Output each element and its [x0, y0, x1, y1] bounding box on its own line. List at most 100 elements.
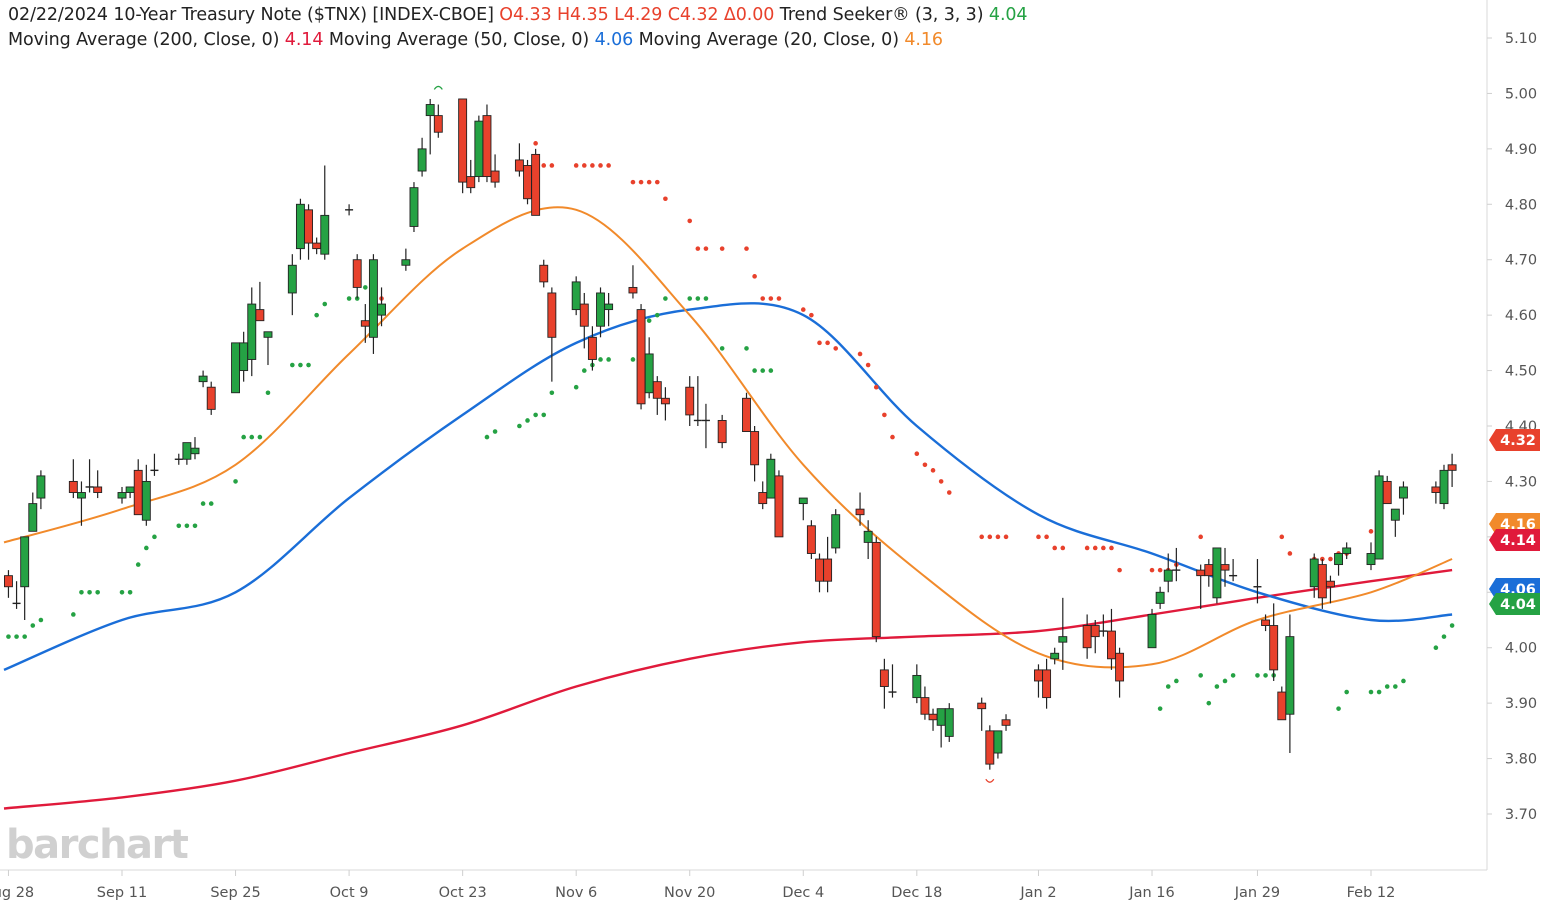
- candle-body-down: [93, 486, 103, 493]
- trend-seeker-dot-up: [695, 296, 701, 301]
- candle: [1285, 614, 1295, 754]
- candle: [12, 581, 21, 609]
- candle: [1325, 575, 1335, 604]
- trend-seeker-dot-down: [719, 246, 725, 251]
- trend-seeker-dot-down: [809, 312, 814, 318]
- trend-seeker-dot-up: [760, 368, 766, 373]
- trend-seeker-dot-up: [71, 612, 76, 617]
- trend-seeker-dot-up: [1206, 700, 1212, 706]
- candle: [425, 98, 435, 155]
- candle-body-up: [425, 104, 435, 117]
- trend-seeker-dot-down: [1328, 556, 1333, 562]
- candle-body-down: [717, 420, 727, 444]
- trend-seeker-dot-up: [1449, 623, 1455, 628]
- candle: [312, 237, 322, 255]
- trend-seeker-dot-down: [914, 451, 920, 457]
- trend-seeker-dot-up: [233, 479, 238, 484]
- candle: [76, 481, 86, 526]
- candle-body-up: [198, 375, 208, 383]
- trend-seeker-dot-down: [946, 490, 952, 495]
- candle: [1382, 475, 1392, 505]
- y-tick-label: 4.80: [1505, 197, 1537, 213]
- candle: [717, 414, 727, 449]
- trend-seeker-dot-up: [1255, 673, 1260, 678]
- x-tick-label: Sep 11: [97, 885, 147, 901]
- candle-body-up: [239, 342, 249, 372]
- trend-seeker-dot-up: [6, 634, 11, 639]
- header-segment: 4.06: [594, 30, 634, 50]
- trend-seeker-dot-up: [135, 562, 141, 567]
- candle: [944, 703, 954, 742]
- candles: [4, 85, 1457, 783]
- moving-averages: [3, 206, 1453, 810]
- price-label-badge: [1489, 529, 1540, 551]
- y-tick-label: 3.70: [1505, 807, 1537, 823]
- trend-seeker-dot-up: [152, 534, 157, 540]
- trend-seeker-dot-up: [1230, 673, 1236, 678]
- y-tick-label: 4.30: [1505, 474, 1537, 490]
- candle-body-down: [490, 170, 500, 183]
- candle: [1001, 714, 1011, 731]
- trend-seeker-dot-down: [687, 218, 693, 224]
- trend-seeker-dot-down: [573, 163, 579, 168]
- trend-seeker-dot-up: [630, 357, 636, 362]
- trend-seeker-dot-down: [776, 296, 782, 301]
- candle: [1082, 614, 1092, 659]
- candle: [652, 376, 662, 415]
- trend-seeker-dot-up: [1263, 673, 1268, 678]
- trend-seeker-dot-down: [638, 179, 644, 185]
- candle-body-down: [660, 397, 670, 405]
- trend-seeker-dot-up: [744, 346, 749, 351]
- candle: [587, 326, 597, 371]
- candle-body-down: [1431, 486, 1441, 493]
- candle-body-up: [295, 203, 305, 250]
- trend-seeker-dot-up: [144, 545, 149, 551]
- trend-seeker-dot-up: [184, 523, 190, 529]
- header-segment: 4.14: [284, 30, 324, 50]
- candle-body-down: [1220, 564, 1230, 571]
- trend-seeker-dot-up: [687, 296, 693, 301]
- candle: [831, 509, 841, 554]
- candle-body-up: [417, 148, 427, 172]
- trend-seeker-dot-up: [14, 634, 19, 639]
- candle: [888, 664, 897, 698]
- trend-seeker-dot-down: [1157, 567, 1163, 573]
- header-segment: O4.33 H4.35 L4.29 C4.32 Δ0.00: [499, 5, 780, 25]
- candle: [571, 276, 581, 316]
- trend-seeker-dot-up: [1368, 689, 1374, 695]
- candle: [1196, 564, 1206, 609]
- trend-seeker-dot-down: [1003, 534, 1009, 540]
- candle: [806, 520, 816, 560]
- trend-seeker-dot-up: [127, 589, 133, 595]
- candle: [1172, 547, 1181, 582]
- candle-body-up: [182, 442, 192, 460]
- candle: [68, 459, 78, 499]
- trend-seeker-dot-up: [1157, 706, 1163, 711]
- candle: [985, 725, 995, 770]
- candle: [742, 392, 751, 432]
- candle: [141, 464, 151, 526]
- candle: [823, 536, 833, 593]
- candle: [20, 536, 30, 620]
- x-tick-label: Sep 25: [210, 885, 260, 901]
- candle-body-down: [206, 386, 216, 410]
- candle: [750, 426, 760, 482]
- candle: [855, 492, 865, 526]
- price-label-badge: [1489, 593, 1540, 615]
- candle-body-up: [1342, 547, 1352, 554]
- trend-seeker-dot-up: [30, 623, 36, 628]
- candle-body-up: [604, 303, 614, 311]
- candle: [1163, 553, 1173, 593]
- ma20-line: [3, 206, 1453, 669]
- trend-seeker-dot-down: [1052, 545, 1057, 551]
- candle: [701, 403, 710, 449]
- trend-seeker-dot-down: [549, 163, 555, 168]
- candle-body-up: [1398, 486, 1408, 499]
- trend-seeker-dot-down: [1092, 545, 1098, 551]
- candle: [993, 730, 1003, 759]
- trend-seeker-dot-up: [1376, 689, 1382, 695]
- candle: [693, 376, 702, 426]
- candle: [1309, 553, 1319, 598]
- candle-body-down: [1261, 619, 1271, 626]
- trend-seeker-dot-down: [1117, 567, 1122, 573]
